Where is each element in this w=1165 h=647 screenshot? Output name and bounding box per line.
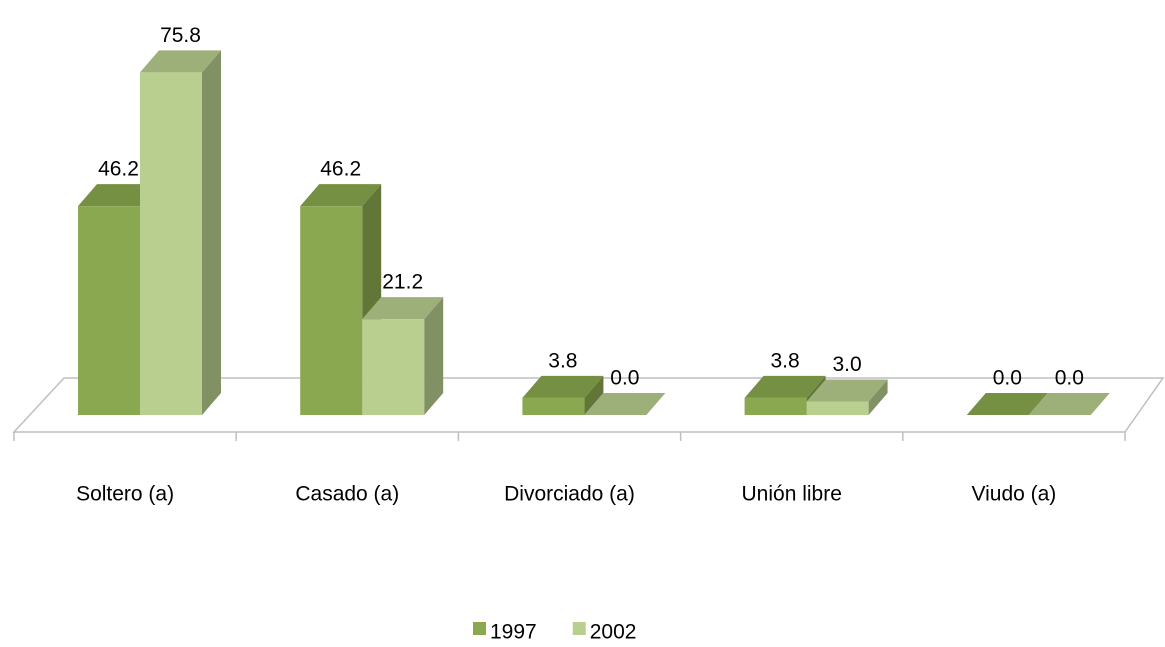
bar-front — [78, 206, 140, 415]
bar-top — [300, 184, 382, 207]
bar-top — [522, 375, 604, 398]
x-tick-label: Divorciado (a) — [504, 483, 635, 506]
data-label: 0.0 — [610, 367, 639, 390]
data-label: 3.8 — [548, 349, 577, 372]
x-tick-label: Casado (a) — [295, 483, 399, 506]
data-label: 46.2 — [320, 158, 361, 181]
bar — [584, 393, 666, 415]
bar-top — [744, 375, 826, 398]
legend-swatch — [572, 622, 586, 635]
bar-side — [424, 297, 444, 415]
bar-front — [300, 206, 363, 415]
bar-top — [806, 379, 888, 402]
legend-label: 1997 — [490, 621, 537, 644]
bar-front — [744, 397, 807, 415]
bar-side — [868, 379, 888, 415]
data-label: 21.2 — [382, 271, 423, 294]
bar — [362, 297, 444, 415]
data-label: 75.8 — [160, 24, 201, 47]
data-label: 0.0 — [1055, 367, 1084, 390]
bar-top — [362, 297, 444, 320]
bar-top — [966, 393, 1048, 415]
bar-side — [584, 375, 604, 415]
bar — [966, 393, 1048, 415]
bar-side — [202, 50, 221, 415]
x-tick-label: Soltero (a) — [76, 483, 174, 506]
x-tick-label: Unión libre — [742, 483, 842, 506]
bar — [140, 50, 221, 415]
data-label: 46.2 — [98, 158, 139, 181]
legend-label: 2002 — [590, 621, 637, 644]
bar-top — [78, 184, 159, 207]
bar-top — [1028, 393, 1110, 415]
bar-front — [522, 397, 585, 415]
data-label: 3.8 — [770, 349, 799, 372]
bar-top — [584, 393, 666, 415]
data-label: 3.0 — [832, 353, 861, 376]
bar-front — [140, 72, 202, 415]
bar-front — [806, 401, 869, 415]
data-label: 0.0 — [993, 367, 1022, 390]
bar — [806, 379, 888, 415]
bar-top — [140, 50, 221, 73]
bar-front — [362, 319, 425, 415]
bar — [1028, 393, 1110, 415]
legend-swatch — [473, 622, 486, 635]
bar — [522, 375, 604, 415]
x-tick-label: Viudo (a) — [971, 483, 1056, 506]
